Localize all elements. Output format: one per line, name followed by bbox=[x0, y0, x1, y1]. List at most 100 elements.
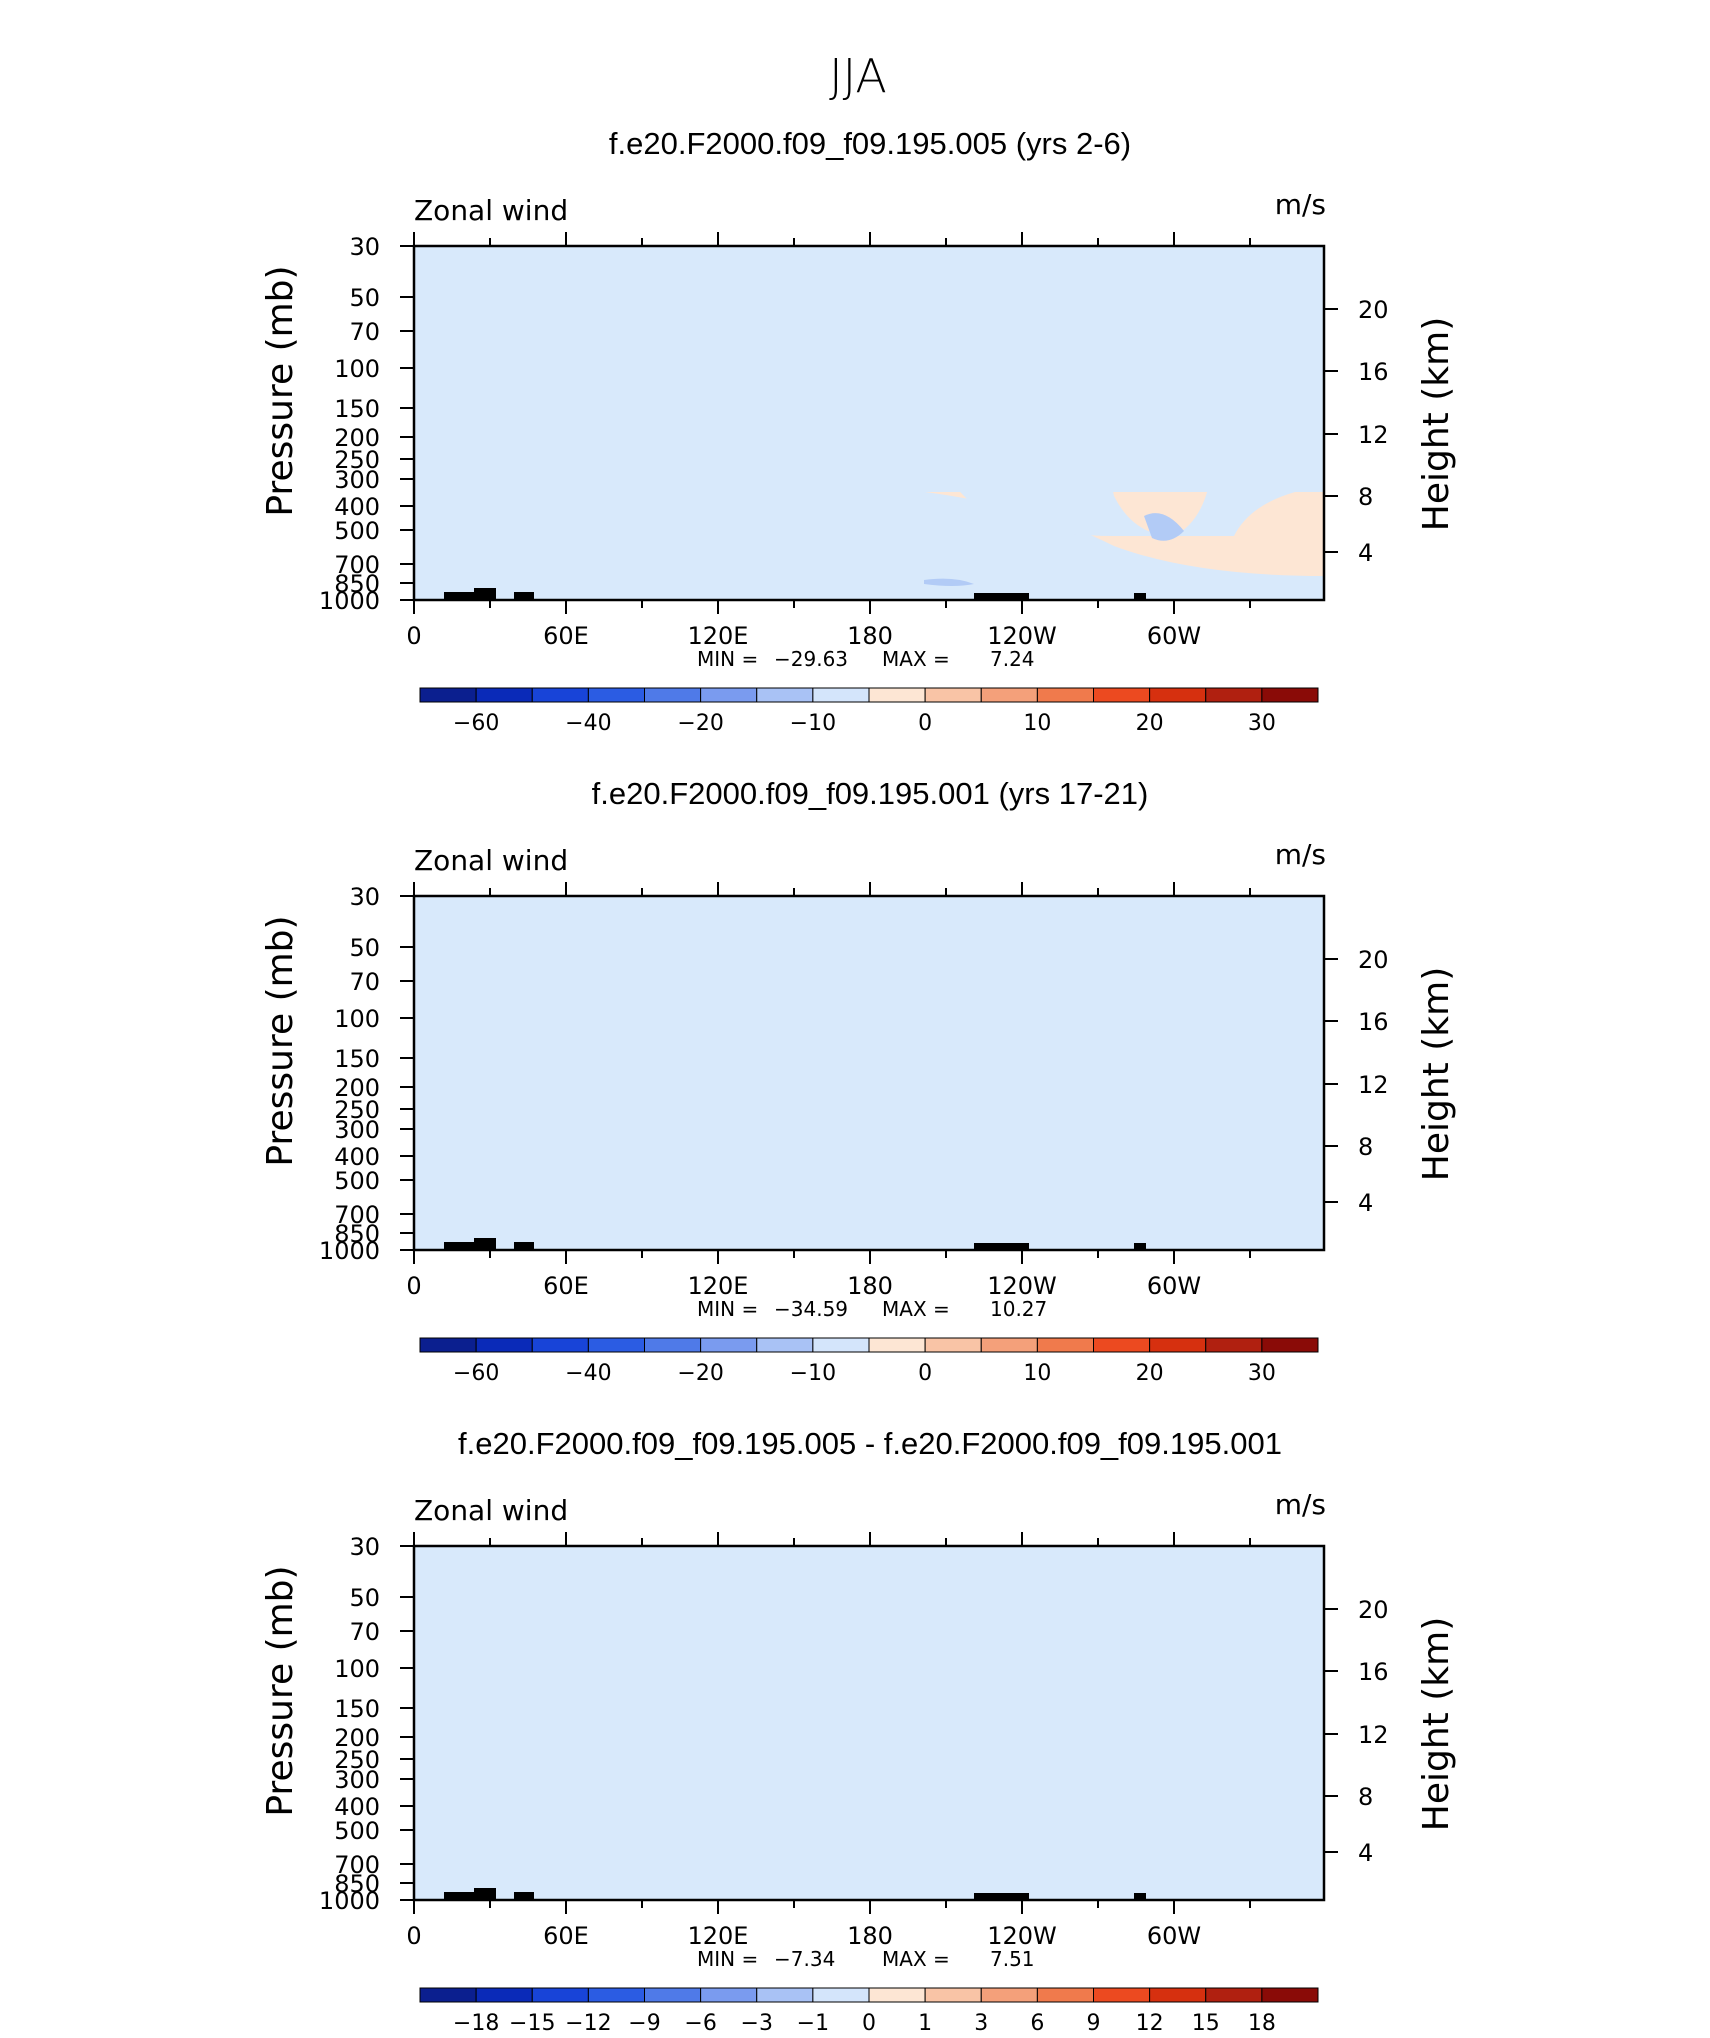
min-value: −7.34 bbox=[774, 1947, 835, 1971]
topography bbox=[474, 588, 496, 600]
topography bbox=[974, 1893, 1029, 1900]
colorbar-label: −60 bbox=[453, 1361, 499, 1386]
y-tick-label: 700 bbox=[334, 551, 380, 579]
y-right-tick-label: 12 bbox=[1358, 421, 1389, 449]
max-value: 10.27 bbox=[990, 1297, 1047, 1321]
y-right-tick-label: 8 bbox=[1358, 1783, 1373, 1811]
y-tick-label: 1000 bbox=[319, 1887, 380, 1915]
colorbar-label: 20 bbox=[1136, 1361, 1164, 1386]
colorbar-box bbox=[700, 1987, 758, 2003]
units-label: m/s bbox=[1275, 188, 1326, 221]
colorbar-box bbox=[980, 1987, 1038, 2003]
contour-region bbox=[960, 492, 1296, 536]
y-axis-title: Pressure (mb) bbox=[260, 1565, 301, 1816]
colorbar-box bbox=[1093, 1337, 1151, 1353]
y-tick-label: 500 bbox=[334, 517, 380, 545]
colorbar-label: −3 bbox=[741, 2011, 773, 2036]
y-tick-label: 700 bbox=[334, 1851, 380, 1879]
y-tick-label: 50 bbox=[349, 934, 380, 962]
colorbar-box bbox=[980, 687, 1038, 703]
x-tick-label: 120W bbox=[987, 1272, 1057, 1300]
colorbar-box bbox=[1261, 1337, 1319, 1353]
topography bbox=[444, 592, 484, 600]
topography bbox=[1134, 593, 1146, 600]
topography bbox=[474, 1888, 496, 1900]
colorbar-box bbox=[700, 1337, 758, 1353]
colorbar-label: 1 bbox=[918, 2011, 932, 2036]
y-tick-label: 150 bbox=[334, 395, 380, 423]
y-tick-label: 850 bbox=[334, 1870, 380, 1898]
y-tick-label: 200 bbox=[334, 1724, 380, 1752]
y-tick-label: 250 bbox=[334, 1096, 380, 1124]
topography bbox=[474, 1238, 496, 1250]
x-tick-label: 180 bbox=[847, 622, 893, 650]
y-axis-title-right: Height (km) bbox=[1416, 1617, 1457, 1831]
colorbar-box bbox=[644, 1337, 702, 1353]
y-right-tick-label: 4 bbox=[1358, 1189, 1373, 1217]
topography bbox=[974, 1243, 1029, 1250]
x-tick-label: 120W bbox=[987, 1922, 1057, 1950]
min-value: −29.63 bbox=[774, 647, 848, 671]
y-tick-label: 30 bbox=[349, 233, 380, 261]
plot-background bbox=[414, 1546, 1324, 1900]
y-right-tick-label: 20 bbox=[1358, 946, 1389, 974]
y-tick-label: 400 bbox=[334, 493, 380, 521]
panel-title: f.e20.F2000.f09_f09.195.005 (yrs 2-6) bbox=[609, 126, 1131, 161]
x-tick-label: 120E bbox=[688, 1272, 749, 1300]
colorbar-label: 20 bbox=[1136, 711, 1164, 736]
colorbar-label: 9 bbox=[1087, 2011, 1101, 2036]
y-tick-label: 100 bbox=[334, 355, 380, 383]
x-tick-label: 60W bbox=[1147, 622, 1201, 650]
panel-title: f.e20.F2000.f09_f09.195.005 - f.e20.F200… bbox=[458, 1426, 1282, 1461]
x-tick-label: 60E bbox=[543, 622, 589, 650]
variable-label: Zonal wind bbox=[414, 1494, 568, 1527]
topography bbox=[514, 1892, 534, 1900]
max-value: 7.24 bbox=[990, 647, 1035, 671]
y-tick-label: 50 bbox=[349, 284, 380, 312]
colorbar-label: 0 bbox=[918, 1361, 932, 1386]
colorbar-box bbox=[980, 1337, 1038, 1353]
colorbar-box bbox=[587, 687, 645, 703]
min-label: MIN = bbox=[697, 647, 758, 671]
y-tick-label: 70 bbox=[349, 968, 380, 996]
y-right-tick-label: 8 bbox=[1358, 483, 1373, 511]
colorbar-box bbox=[812, 1337, 870, 1353]
colorbar-box bbox=[475, 1987, 533, 2003]
colorbar-box bbox=[1036, 1987, 1094, 2003]
max-label: MAX = bbox=[882, 1947, 950, 1971]
colorbar-box bbox=[587, 1337, 645, 1353]
colorbar-label: 18 bbox=[1248, 2011, 1276, 2036]
y-right-tick-label: 8 bbox=[1358, 1133, 1373, 1161]
topography bbox=[1134, 1243, 1146, 1250]
colorbar-box bbox=[1205, 687, 1263, 703]
y-tick-label: 150 bbox=[334, 1045, 380, 1073]
panel-2: f.e20.F2000.f09_f09.195.001 (yrs 17-21) Z… bbox=[260, 776, 1457, 1386]
colorbar-box bbox=[1205, 1337, 1263, 1353]
colorbar-box bbox=[1205, 1987, 1263, 2003]
y-axis-title-right: Height (km) bbox=[1416, 967, 1457, 1181]
max-value: 7.51 bbox=[990, 1947, 1035, 1971]
colorbar-label: 10 bbox=[1023, 711, 1051, 736]
y-tick-label: 200 bbox=[334, 1074, 380, 1102]
y-tick-label: 70 bbox=[349, 318, 380, 346]
colorbar-box bbox=[1261, 1987, 1319, 2003]
colorbar-box bbox=[868, 1337, 926, 1353]
colorbar-box bbox=[756, 1337, 814, 1353]
colorbar-box bbox=[700, 687, 758, 703]
colorbar-label: −9 bbox=[628, 2011, 660, 2036]
colorbar-box bbox=[587, 1987, 645, 2003]
y-tick-label: 250 bbox=[334, 1746, 380, 1774]
y-right-tick-label: 4 bbox=[1358, 1839, 1373, 1867]
x-tick-label: 60W bbox=[1147, 1272, 1201, 1300]
colorbar-label: 10 bbox=[1023, 1361, 1051, 1386]
y-right-tick-label: 12 bbox=[1358, 1071, 1389, 1099]
contour-region bbox=[828, 492, 1324, 600]
colorbar-box bbox=[1149, 1987, 1207, 2003]
colorbar-box bbox=[924, 1987, 982, 2003]
y-tick-label: 850 bbox=[334, 1220, 380, 1248]
colorbar-label: 0 bbox=[918, 711, 932, 736]
y-tick-label: 100 bbox=[334, 1655, 380, 1683]
x-tick-label: 0 bbox=[406, 1922, 421, 1950]
y-right-tick-label: 20 bbox=[1358, 296, 1389, 324]
colorbar-box bbox=[1036, 1337, 1094, 1353]
